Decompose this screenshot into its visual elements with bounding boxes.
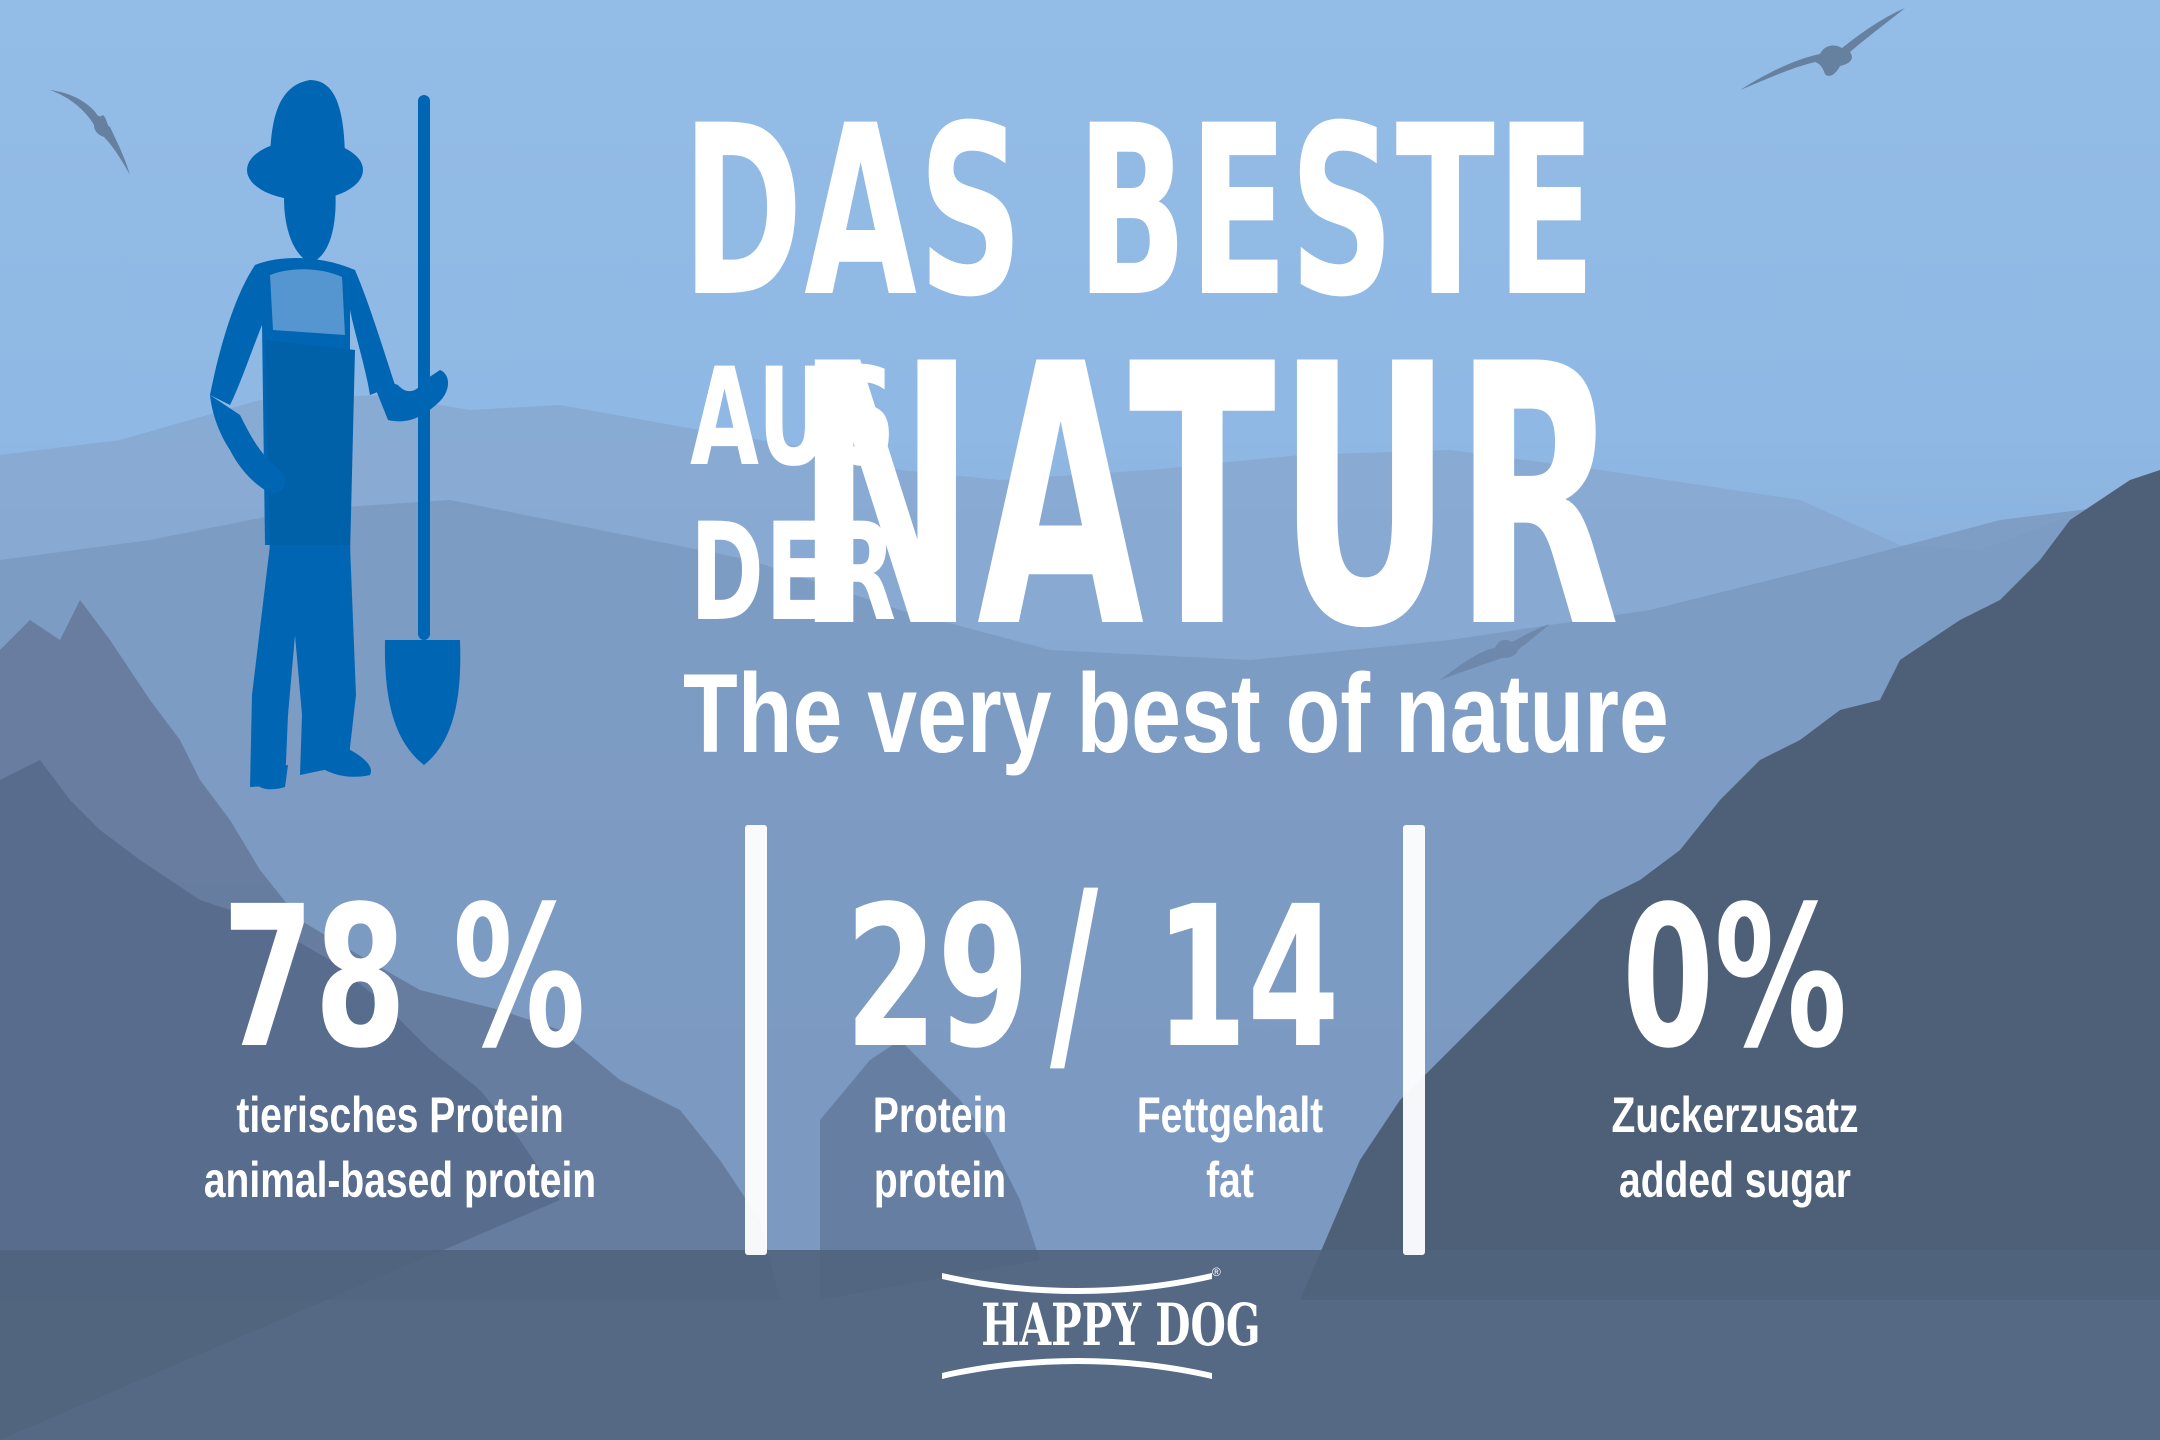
stat-label-de: Zuckerzusatz [1611, 1087, 1859, 1143]
stat-label-en: protein [873, 1152, 1007, 1208]
stat-label-de: tierisches Protein [236, 1087, 564, 1143]
registered-mark: ® [1212, 1265, 1221, 1279]
stat-value: 0% [1622, 864, 1848, 1091]
headline-der: DER [690, 494, 898, 651]
subtitle: The very best of nature [683, 651, 1669, 776]
stat-divider [745, 825, 767, 1255]
brand-name: HAPPY DOG [981, 1291, 1261, 1359]
bird-icon [1440, 624, 1550, 680]
happy-dog-logo: HAPPY DOG ® [940, 1265, 1261, 1380]
bird-icon [50, 90, 130, 175]
farmer-illustration [210, 80, 461, 790]
stat-label-de: Protein [872, 1087, 1008, 1143]
stat-separator: / [1050, 844, 1099, 1100]
stat-label-en: fat [1206, 1152, 1254, 1208]
headline-aus: AUS [690, 339, 897, 496]
stat-value-protein: 29 [845, 864, 1030, 1091]
headline-das-beste: DAS BESTE [682, 76, 1597, 349]
stat-label-en: animal-based protein [203, 1152, 597, 1208]
headline-natur: NATUR [795, 288, 1622, 707]
stat-label-de: Fettgehalt [1136, 1087, 1324, 1143]
logo-arc-icon [942, 1273, 1212, 1379]
stat-value-fat: 14 [1155, 864, 1340, 1091]
stat-divider [1403, 825, 1425, 1255]
stat-label-en: added sugar [1619, 1152, 1851, 1208]
stat-value: 78 % [222, 864, 586, 1091]
bird-icon [1740, 8, 1905, 90]
